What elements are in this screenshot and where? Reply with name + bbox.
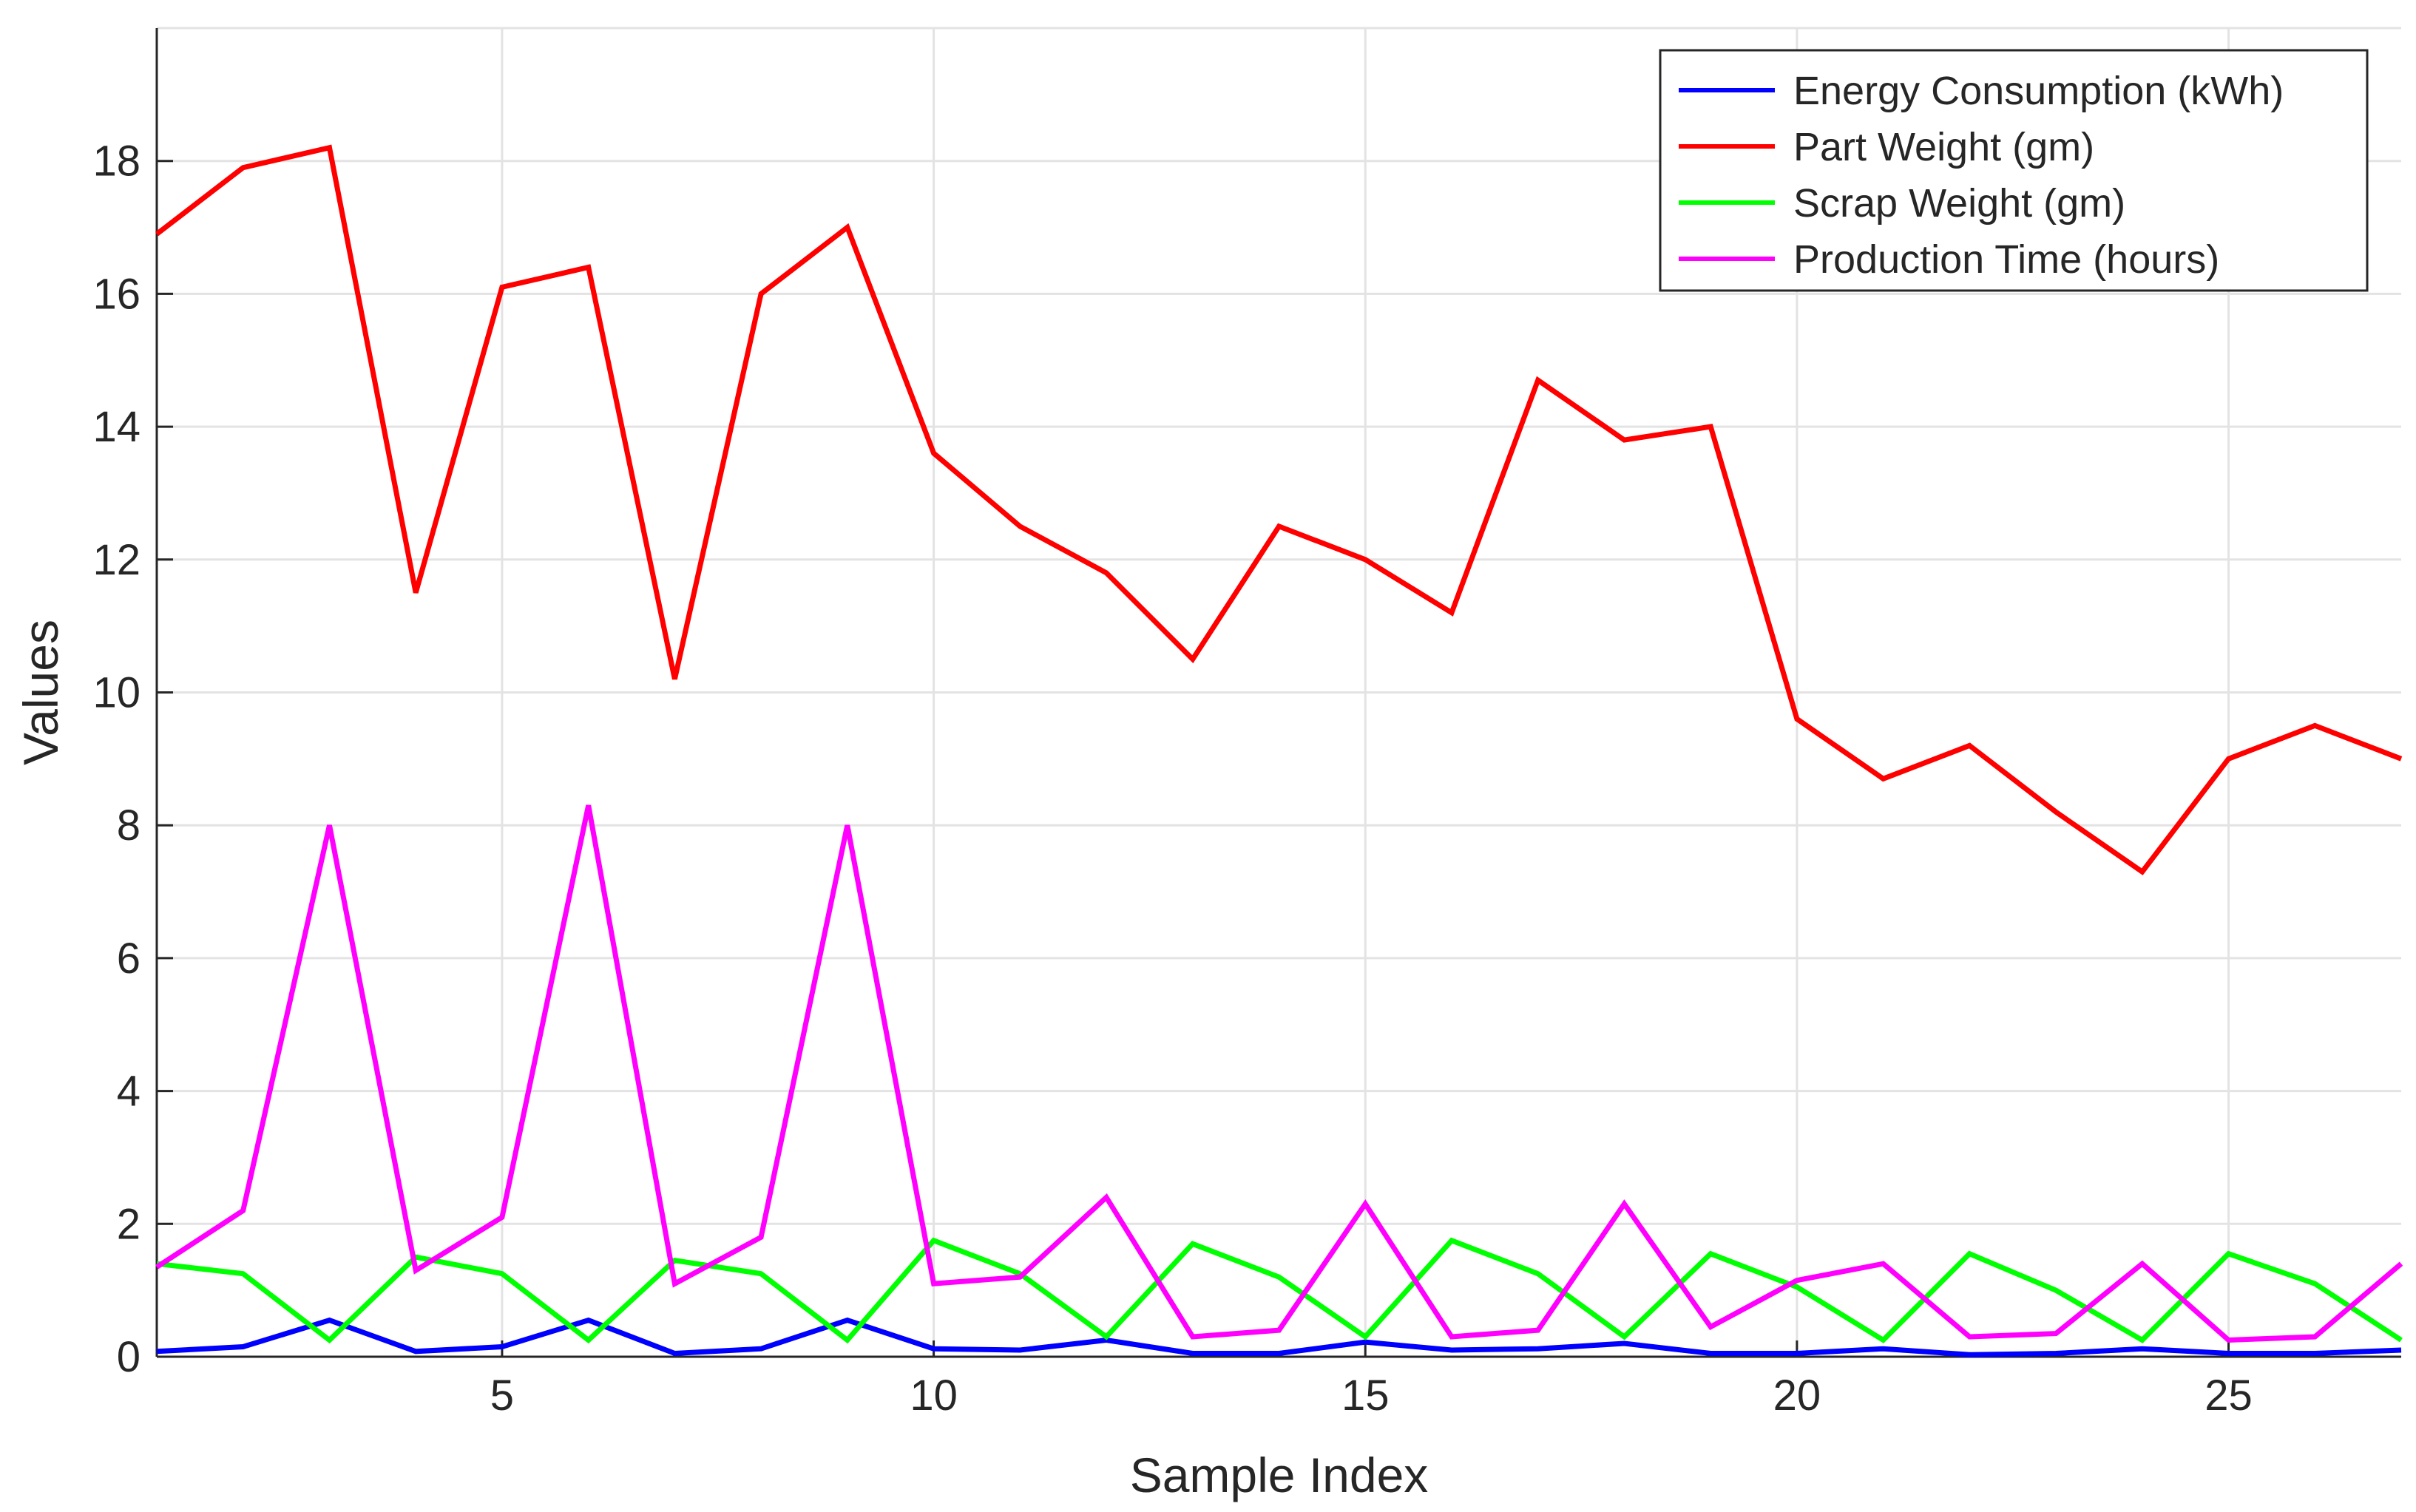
x-tick-label: 25: [2204, 1372, 2253, 1420]
legend-entry-scrap-weight: Scrap Weight (gm): [1679, 181, 2125, 226]
series-line-production-time: [155, 804, 2403, 1343]
y-tick-label: 18: [92, 138, 141, 186]
y-tick-label: 6: [117, 935, 141, 983]
legend-label-scrap-weight: Scrap Weight (gm): [1793, 181, 2125, 226]
series-line-part-weight: [155, 144, 2403, 875]
x-axis-title: Sample Index: [1130, 1448, 1429, 1502]
legend-box: [1659, 49, 2369, 292]
x-tick-label: 20: [1773, 1372, 1821, 1420]
y-axis-title: Values: [13, 620, 68, 765]
x-tick-label: 10: [910, 1372, 958, 1420]
x-tick-label: 15: [1341, 1372, 1390, 1420]
tick-labels: 5 10 15 20 25 0 2 4 6 8 10 12 14 16 18: [92, 138, 2252, 1420]
y-tick-label: 10: [92, 669, 141, 717]
data-series: [155, 144, 2403, 1357]
y-tick-label: 8: [117, 801, 141, 850]
series-line-energy-consumption: [156, 1317, 2402, 1357]
x-tick-label: 5: [490, 1372, 514, 1420]
legend-label-part-weight: Part Weight (gm): [1793, 125, 2094, 169]
legend-entry-part-weight: Part Weight (gm): [1679, 125, 2094, 169]
legend-entry-energy-consumption: Energy Consumption (kWh): [1679, 69, 2284, 113]
legend: Energy Consumption (kWh) Part Weight (gm…: [1659, 49, 2369, 292]
y-tick-label: 4: [117, 1068, 141, 1116]
y-tick-label: 14: [92, 403, 141, 451]
legend-label-production-time: Production Time (hours): [1793, 237, 2219, 282]
y-tick-label: 16: [92, 270, 141, 318]
legend-label-energy-consumption: Energy Consumption (kWh): [1793, 69, 2284, 113]
series-line-scrap-weight: [156, 1237, 2403, 1344]
legend-entry-production-time: Production Time (hours): [1679, 237, 2219, 282]
y-tick-label: 12: [92, 536, 141, 584]
y-tick-label: 2: [117, 1200, 141, 1248]
y-tick-label: 0: [117, 1333, 141, 1381]
